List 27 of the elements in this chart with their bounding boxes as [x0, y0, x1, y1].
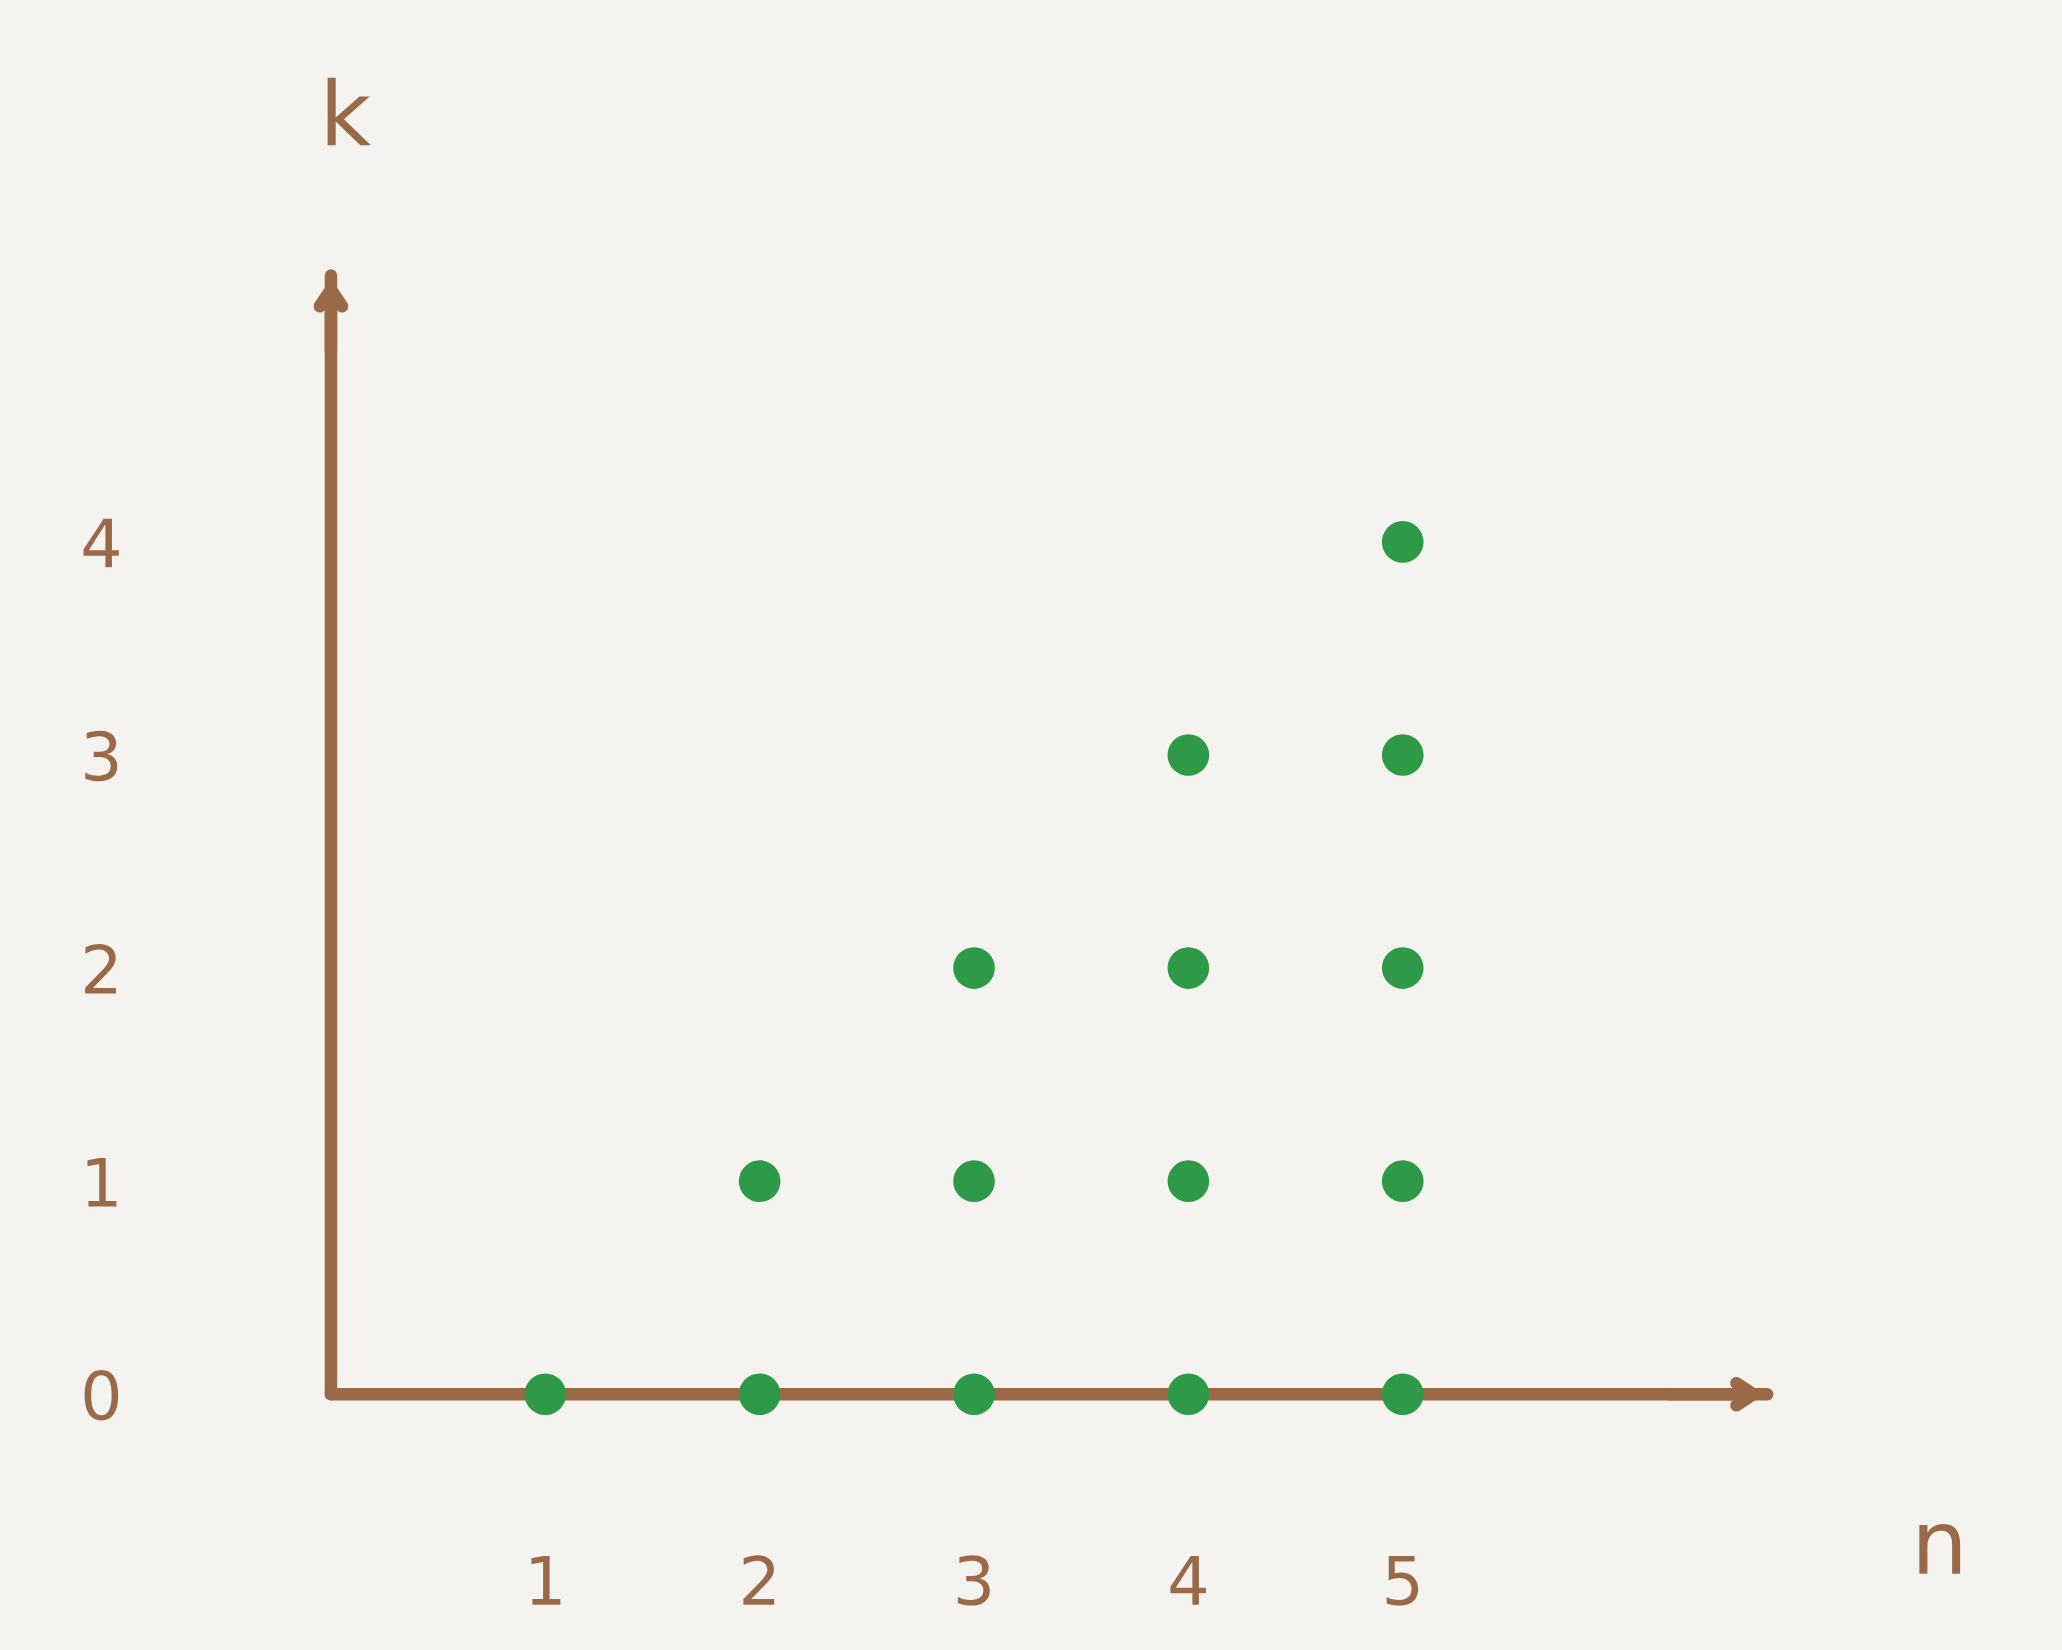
- point: [953, 1160, 995, 1202]
- x-tick-label: 5: [1386, 1556, 1419, 1606]
- x-tick-label: 1: [531, 1556, 561, 1605]
- point: [738, 1160, 781, 1202]
- point: [953, 1373, 995, 1416]
- point: [1381, 521, 1424, 563]
- y-tick-label: 1: [87, 1157, 117, 1207]
- point: [1381, 947, 1424, 989]
- x-tick-label: 4: [1170, 1556, 1206, 1605]
- point: [1167, 734, 1210, 776]
- point: [524, 1373, 567, 1416]
- point: [738, 1373, 781, 1416]
- point: [953, 947, 995, 989]
- point: [1167, 947, 1210, 989]
- point: [1381, 734, 1424, 776]
- x-tick-label: 3: [957, 1555, 990, 1606]
- point: [1381, 1373, 1424, 1416]
- x-tick-label: 2: [743, 1555, 775, 1605]
- point: [1167, 1373, 1210, 1416]
- y-tick-label: 2: [85, 943, 116, 994]
- point: [1167, 1160, 1210, 1202]
- point: [1381, 1160, 1424, 1202]
- y-tick-label: 4: [83, 518, 119, 568]
- y-tick-label: 0: [84, 1370, 119, 1421]
- x-axis-title: n: [1919, 1523, 1961, 1574]
- y-tick-label: 3: [85, 730, 118, 782]
- y-axis-title: k: [327, 77, 371, 146]
